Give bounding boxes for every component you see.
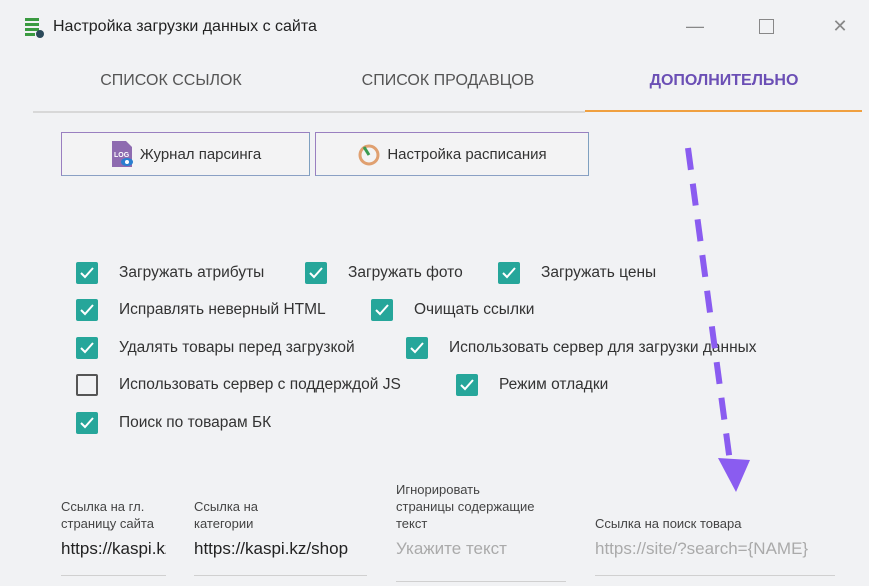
- timer-icon: [358, 144, 380, 166]
- checkbox-label[interactable]: Использовать сервер с поддерждой JS: [119, 376, 401, 393]
- maximize-icon: [758, 18, 774, 34]
- checkbox-label[interactable]: Загружать фото: [348, 264, 463, 281]
- maximize-button[interactable]: [746, 10, 786, 42]
- checkbox[interactable]: [456, 374, 478, 396]
- tab-divider: [33, 111, 585, 113]
- check-icon: [410, 342, 424, 354]
- tab-indicator: [585, 110, 862, 112]
- app-icon: [24, 17, 46, 39]
- check-icon: [460, 379, 474, 391]
- minimize-icon: —: [686, 15, 704, 36]
- check-icon: [309, 267, 323, 279]
- checkbox-label[interactable]: Загружать цены: [541, 264, 657, 281]
- categories-url-input[interactable]: https://kaspi.kz/shop: [194, 539, 349, 558]
- main-page-url-label: Ссылка на гл. страницу сайта: [61, 499, 154, 531]
- check-icon: [80, 267, 94, 279]
- check-icon: [375, 304, 389, 316]
- checkbox-label[interactable]: Режим отладки: [499, 376, 609, 393]
- checkbox[interactable]: [76, 299, 98, 321]
- checkbox-label[interactable]: Исправлять неверный HTML: [119, 301, 326, 318]
- checkbox[interactable]: [76, 412, 98, 434]
- checkbox[interactable]: [406, 337, 428, 359]
- ignore-text-input[interactable]: Укажите текст: [396, 539, 507, 558]
- minimize-button[interactable]: —: [675, 10, 715, 42]
- svg-text:LOG: LOG: [114, 152, 130, 159]
- close-button[interactable]: ✕: [820, 10, 860, 42]
- checkbox[interactable]: [498, 262, 520, 284]
- check-icon: [80, 417, 94, 429]
- search-url-label: Ссылка на поиск товара: [595, 516, 742, 531]
- check-icon: [80, 304, 94, 316]
- field-underline: [595, 575, 835, 576]
- tab-links[interactable]: СПИСОК ССЫЛОК: [100, 72, 242, 89]
- checkbox[interactable]: [305, 262, 327, 284]
- checkbox[interactable]: [76, 374, 98, 396]
- log-file-icon: LOG: [111, 141, 133, 167]
- checkbox-label[interactable]: Загружать атрибуты: [119, 264, 265, 281]
- field-underline: [194, 575, 367, 576]
- checkbox-label[interactable]: Использовать сервер для загрузки данных: [449, 339, 757, 356]
- checkbox[interactable]: [76, 262, 98, 284]
- close-icon: ✕: [832, 15, 848, 36]
- check-icon: [80, 342, 94, 354]
- checkbox-label[interactable]: Очищать ссылки: [414, 301, 535, 318]
- parse-log-button[interactable]: LOG Журнал парсинга: [61, 132, 310, 176]
- tab-sellers[interactable]: СПИСОК ПРОДАВЦОВ: [361, 72, 535, 89]
- window-title: Настройка загрузки данных с сайта: [53, 18, 317, 35]
- checkbox-label[interactable]: Удалять товары перед загрузкой: [119, 339, 355, 356]
- field-underline: [396, 581, 566, 582]
- checkbox[interactable]: [371, 299, 393, 321]
- search-url-input[interactable]: https://site/?search={NAME}: [595, 539, 809, 558]
- ignore-text-label: Игнорировать страницы содержащие текст: [396, 482, 535, 531]
- field-underline: [61, 575, 166, 576]
- tab-additional[interactable]: ДОПОЛНИТЕЛЬНО: [649, 72, 799, 89]
- categories-url-label: Ссылка на категории: [194, 499, 259, 531]
- parse-log-label: Журнал парсинга: [139, 145, 262, 163]
- schedule-settings-button[interactable]: Настройка расписания: [315, 132, 589, 176]
- checkbox[interactable]: [76, 337, 98, 359]
- schedule-settings-label: Настройка расписания: [387, 145, 547, 163]
- checkbox-label[interactable]: Поиск по товарам БК: [119, 414, 272, 431]
- check-icon: [502, 267, 516, 279]
- main-page-url-input[interactable]: https://kaspi.kz: [61, 539, 166, 558]
